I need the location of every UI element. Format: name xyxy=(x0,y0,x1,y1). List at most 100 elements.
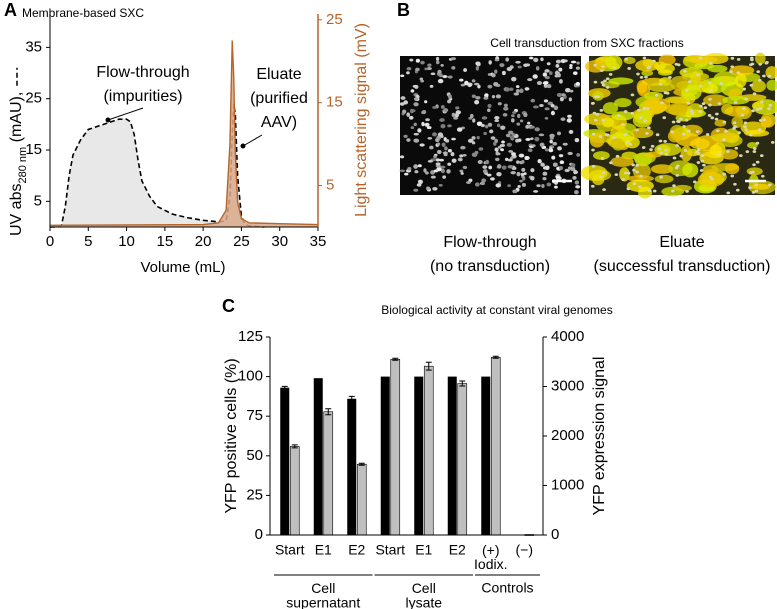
nucleus xyxy=(744,97,748,101)
nucleus xyxy=(698,110,703,113)
bar xyxy=(280,387,290,535)
nucleus xyxy=(682,125,686,128)
cell xyxy=(689,55,718,64)
nucleus xyxy=(664,148,668,152)
nucleus xyxy=(558,67,563,72)
nucleus xyxy=(438,158,445,162)
nucleus xyxy=(685,189,689,193)
line xyxy=(49,40,319,227)
panel-title: Cell transduction from SXC fractions xyxy=(490,36,683,50)
x-tick-label: 35 xyxy=(310,233,327,250)
nucleus xyxy=(513,92,520,96)
nucleus xyxy=(557,146,562,151)
nucleus xyxy=(447,162,452,166)
nucleus xyxy=(413,138,420,143)
nucleus xyxy=(533,190,539,193)
nucleus xyxy=(552,162,558,167)
nucleus xyxy=(626,171,631,175)
nucleus xyxy=(543,99,549,103)
nucleus xyxy=(445,139,450,143)
nucleus xyxy=(410,89,415,93)
cell xyxy=(751,80,766,93)
nucleus xyxy=(686,101,691,105)
nucleus xyxy=(657,147,662,151)
nucleus xyxy=(420,60,425,65)
nucleus xyxy=(654,93,659,97)
nucleus xyxy=(698,84,703,88)
bar xyxy=(347,398,357,535)
nucleus xyxy=(760,174,765,178)
x-tick-label: 0 xyxy=(46,233,54,250)
nucleus xyxy=(599,108,604,112)
nucleus xyxy=(518,153,525,158)
nucleus xyxy=(679,154,684,158)
y2-tick-label: 1000 xyxy=(551,476,584,493)
nucleus xyxy=(447,124,452,128)
nucleus xyxy=(496,165,502,169)
nucleus xyxy=(550,110,555,116)
nucleus xyxy=(639,116,643,120)
nucleus xyxy=(424,67,428,71)
nucleus xyxy=(621,178,625,181)
nucleus xyxy=(436,149,442,155)
nucleus xyxy=(605,86,610,89)
nucleus xyxy=(539,104,544,108)
nucleus xyxy=(685,88,689,92)
nucleus xyxy=(647,189,652,193)
cell xyxy=(681,84,702,101)
nucleus xyxy=(527,121,531,125)
nucleus xyxy=(601,171,606,175)
nucleus xyxy=(558,154,564,158)
nucleus xyxy=(506,142,513,147)
nucleus xyxy=(708,103,712,107)
micrograph xyxy=(580,52,777,199)
annotation: Eluate (purified AAV) xyxy=(250,66,308,131)
nucleus xyxy=(530,98,536,103)
nucleus xyxy=(415,58,420,63)
nucleus xyxy=(493,141,497,146)
panel-letter: A xyxy=(4,0,17,20)
nucleus xyxy=(670,130,675,134)
nucleus xyxy=(406,112,411,117)
nucleus xyxy=(752,147,757,150)
nucleus xyxy=(499,143,506,147)
nucleus xyxy=(639,75,644,79)
nucleus xyxy=(647,65,652,69)
nucleus xyxy=(460,172,464,175)
nucleus xyxy=(424,122,430,127)
nucleus xyxy=(540,162,545,167)
nucleus xyxy=(593,118,598,122)
x-tick-label: Start xyxy=(375,542,405,558)
nucleus xyxy=(501,140,505,144)
nucleus xyxy=(760,100,764,104)
nucleus xyxy=(515,88,520,94)
nucleus xyxy=(507,164,514,169)
nucleus xyxy=(511,152,516,156)
nucleus xyxy=(559,160,565,165)
cell xyxy=(731,116,743,129)
nucleus xyxy=(672,184,676,188)
nucleus xyxy=(423,168,427,173)
text-line: (successful transduction) xyxy=(594,258,771,275)
nucleus xyxy=(637,108,641,112)
cell xyxy=(632,163,651,179)
nucleus xyxy=(528,56,534,60)
nucleus xyxy=(556,131,562,136)
nucleus xyxy=(559,166,563,171)
nucleus xyxy=(758,119,763,122)
nucleus xyxy=(567,114,572,118)
nucleus xyxy=(719,82,724,85)
nucleus xyxy=(533,57,539,63)
nucleus xyxy=(614,173,619,177)
text-line: AAV) xyxy=(261,114,297,131)
nucleus xyxy=(533,105,538,109)
nucleus xyxy=(544,116,549,120)
nucleus xyxy=(544,69,550,73)
text-line: Cell xyxy=(311,580,335,596)
nucleus xyxy=(516,122,521,126)
nucleus xyxy=(515,160,520,164)
nucleus xyxy=(548,71,553,76)
cell xyxy=(735,72,747,88)
cell xyxy=(608,77,634,85)
chart-title: Biological activity at constant viral ge… xyxy=(381,303,612,317)
